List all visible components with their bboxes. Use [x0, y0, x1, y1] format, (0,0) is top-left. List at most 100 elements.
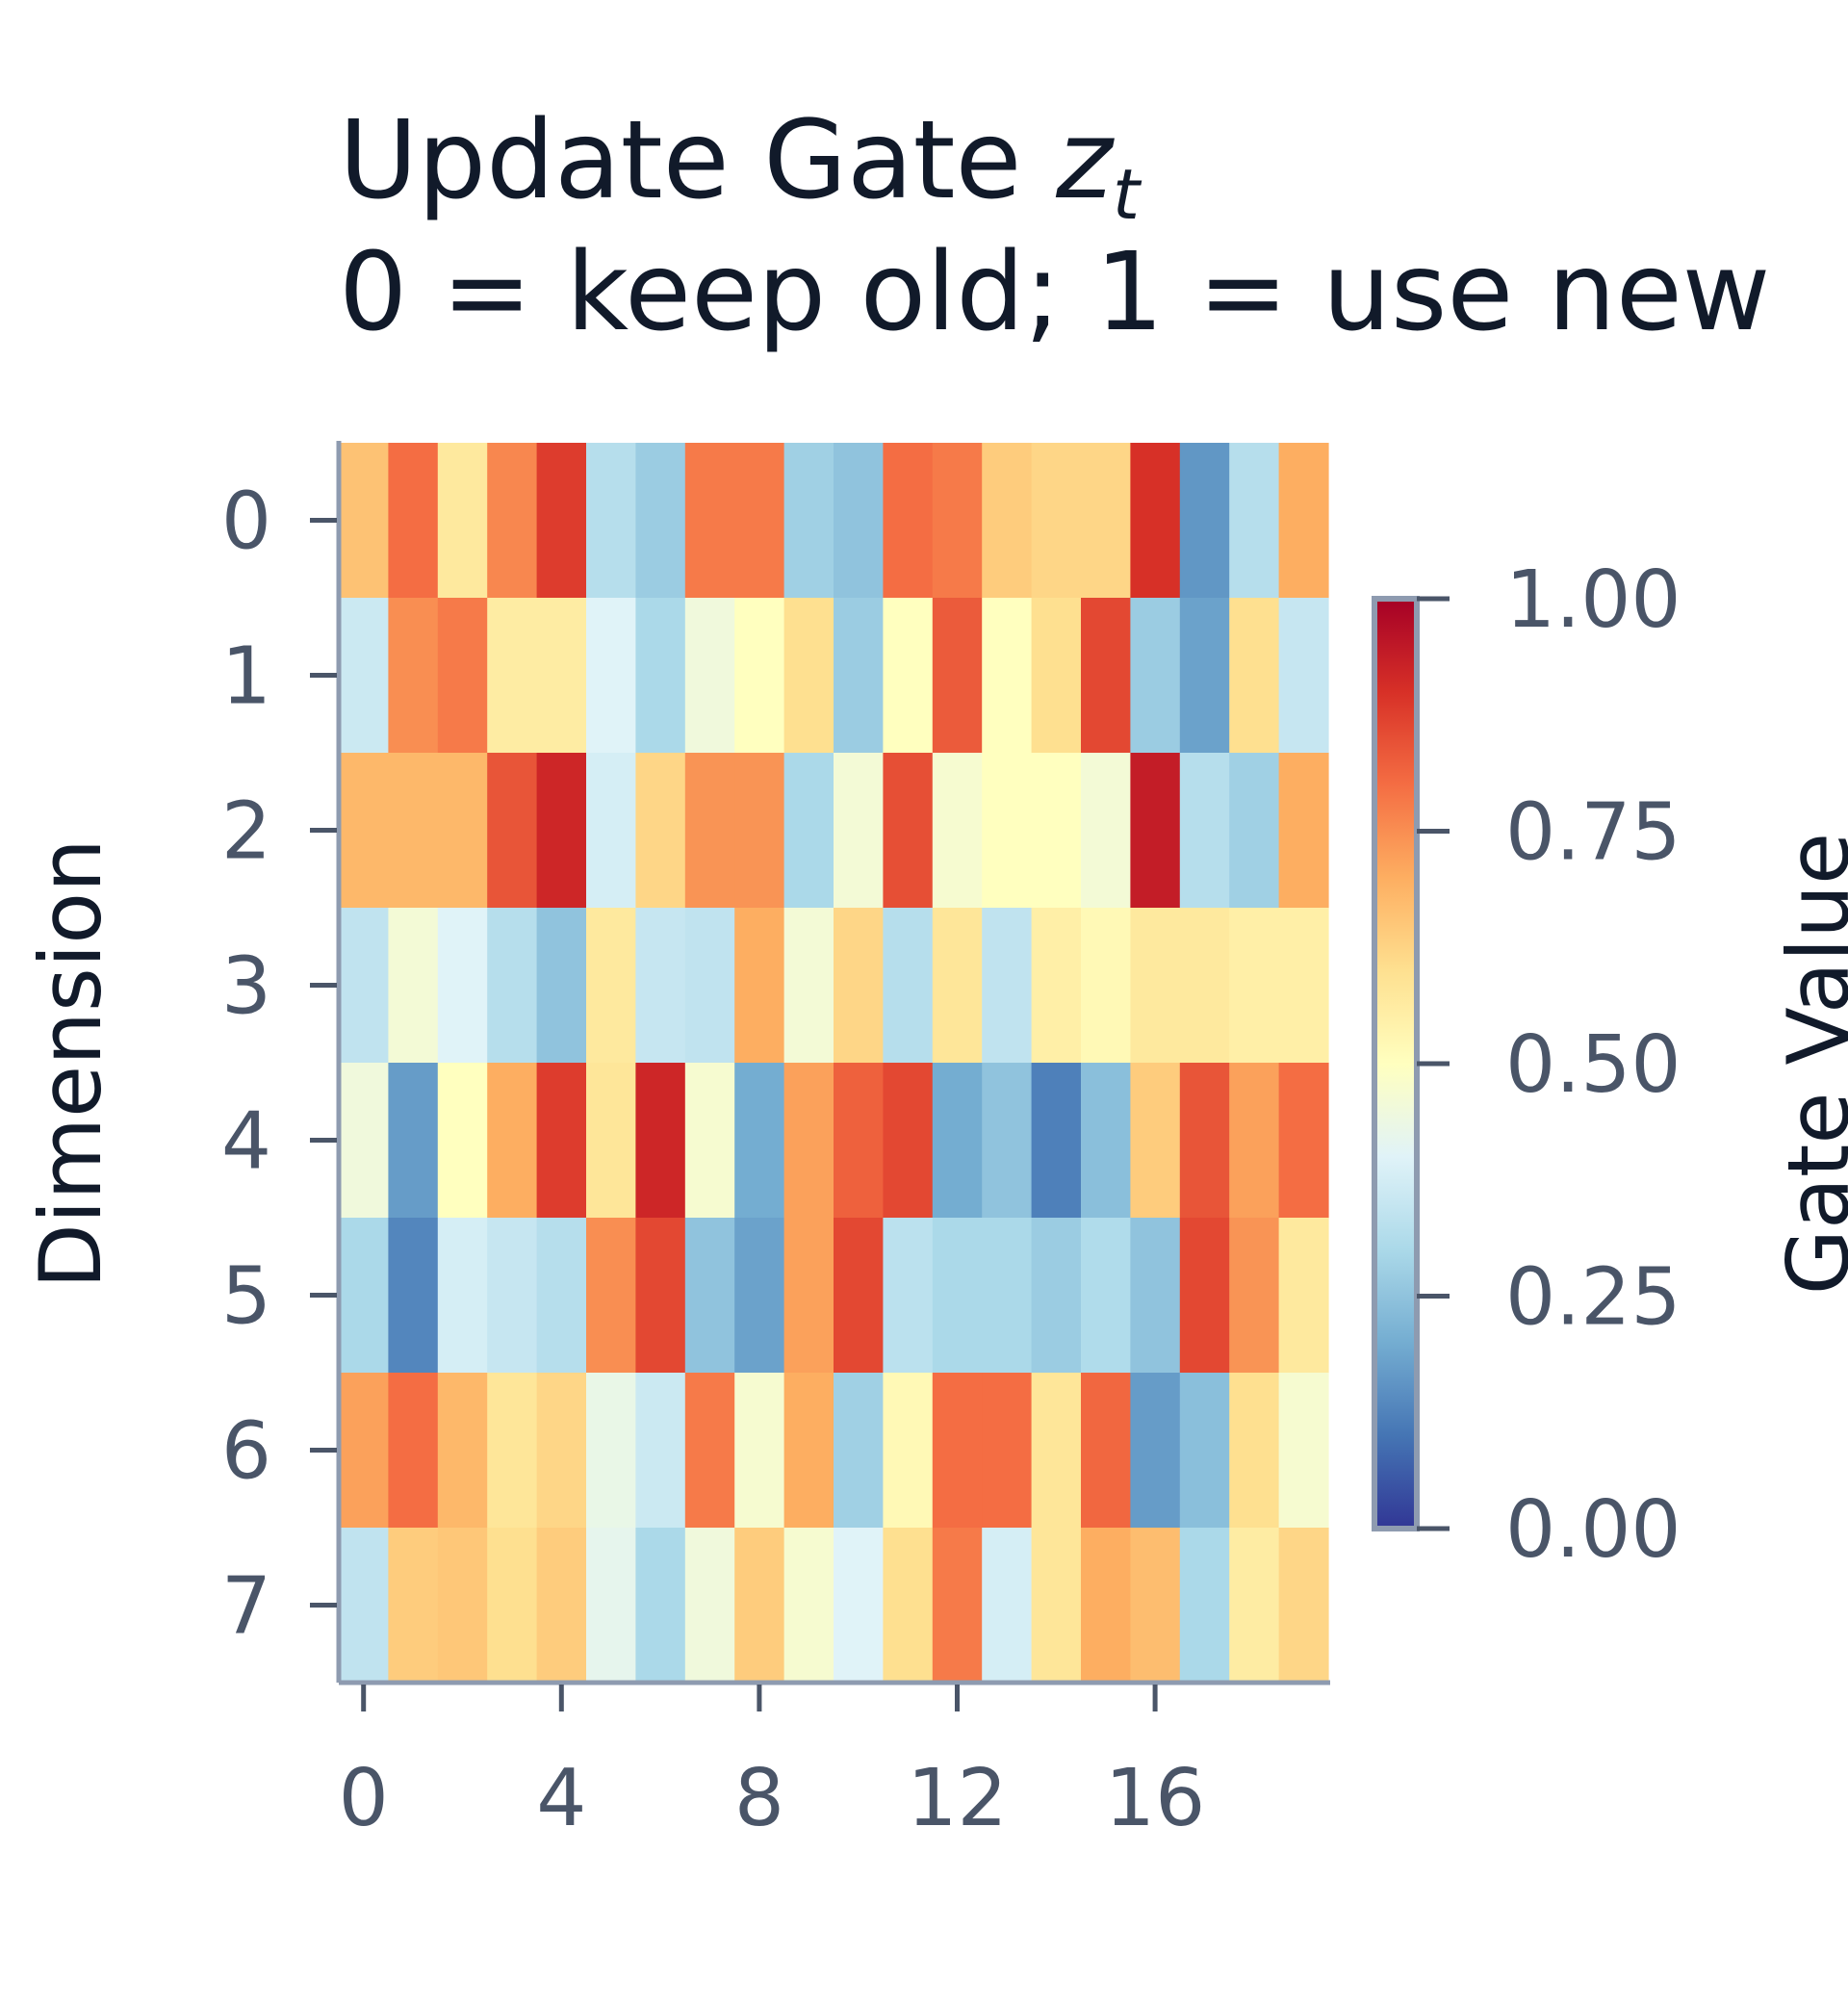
heatmap-cell [586, 1528, 636, 1684]
heatmap-cell [388, 443, 439, 599]
heatmap-cell [932, 753, 983, 909]
heatmap-cell [437, 908, 488, 1064]
heatmap-cell [586, 598, 636, 754]
heatmap-cell [1179, 753, 1230, 909]
heatmap-cell [1031, 1218, 1082, 1374]
heatmap-cell [982, 1373, 1033, 1529]
colorbar-label: Gate Value [1769, 833, 1848, 1295]
heatmap-cell [339, 1218, 389, 1374]
heatmap-cell [1081, 443, 1131, 599]
heatmap-cell [1229, 908, 1280, 1064]
heatmap-cell [783, 1528, 834, 1684]
heatmap-cell [684, 1373, 735, 1529]
heatmap-cell [932, 598, 983, 754]
colorbar-tick-label: 0.00 [1505, 1484, 1681, 1576]
heatmap-cell [388, 1373, 439, 1529]
heatmap-cell [1130, 1373, 1181, 1529]
heatmap-cell [734, 1218, 785, 1374]
heatmap-cell [1229, 1373, 1280, 1529]
heatmap-cell [487, 1218, 538, 1374]
heatmap-cell [1130, 1218, 1181, 1374]
heatmap-cell [487, 753, 538, 909]
heatmap-cell [734, 1528, 785, 1684]
heatmap-cell [1031, 443, 1082, 599]
heatmap-cell [536, 1528, 587, 1684]
colorbar-tick-label: 0.50 [1505, 1019, 1681, 1111]
heatmap-cell [339, 1528, 389, 1684]
heatmap-cell [783, 598, 834, 754]
heatmap-cell [437, 443, 488, 599]
heatmap-cell [783, 1218, 834, 1374]
heatmap-cell [734, 753, 785, 909]
heatmap-cell [1031, 908, 1082, 1064]
heatmap-cell [982, 753, 1033, 909]
heatmap-cell [982, 908, 1033, 1064]
heatmap-cell [734, 908, 785, 1064]
heatmap-cell [536, 908, 587, 1064]
heatmap-cell [1278, 443, 1329, 599]
y-tick-label: 4 [221, 1096, 271, 1188]
heatmap-cell [437, 753, 488, 909]
heatmap-cell [635, 908, 686, 1064]
heatmap-cell [1081, 1063, 1131, 1219]
heatmap-cell [1130, 443, 1181, 599]
heatmap-cell [1278, 908, 1329, 1064]
heatmap-cell [586, 1218, 636, 1374]
heatmap-cell [883, 443, 934, 599]
heatmap-cell [339, 908, 389, 1064]
heatmap-cell [982, 1218, 1033, 1374]
heatmap-cell [1278, 1528, 1329, 1684]
heatmap-cell [982, 443, 1033, 599]
x-tick-label: 8 [734, 1753, 784, 1844]
heatmap-cell [883, 1063, 934, 1219]
heatmap-cell [1031, 753, 1082, 909]
heatmap-cell [1229, 1218, 1280, 1374]
y-axis-label: Dimension [21, 838, 120, 1289]
y-tick-label: 0 [221, 476, 271, 568]
heatmap-cell [1179, 908, 1230, 1064]
heatmap-cell [834, 908, 884, 1064]
heatmap-cell [388, 753, 439, 909]
y-axis-ticks: 0 1 2 3 4 5 6 7 [221, 476, 337, 1653]
heatmap-cell [536, 1063, 587, 1219]
heatmap-cell [487, 1063, 538, 1219]
heatmap-cell [783, 753, 834, 909]
heatmap-cell [586, 908, 636, 1064]
heatmap-cell [932, 1373, 983, 1529]
heatmap-cell [536, 1373, 587, 1529]
chart-title-subscript: t [1113, 154, 1142, 235]
heatmap-cell [1179, 1373, 1230, 1529]
heatmap-cell [684, 598, 735, 754]
heatmap-cell [932, 443, 983, 599]
heatmap-cell [437, 1063, 488, 1219]
heatmap-cell [1179, 1528, 1230, 1684]
chart-title-var: z [1055, 98, 1115, 223]
heatmap-cell [437, 1373, 488, 1529]
heatmap-cell [1081, 908, 1131, 1064]
y-tick-label: 2 [221, 786, 271, 878]
x-axis-ticks: 0 4 8 12 16 [339, 1685, 1205, 1844]
heatmap-cell [487, 443, 538, 599]
heatmap-cell [684, 1063, 735, 1219]
heatmap-cell [388, 1528, 439, 1684]
heatmap-cell [932, 1528, 983, 1684]
heatmap-cell [684, 908, 735, 1064]
heatmap-cell [1179, 443, 1230, 599]
heatmap-cell [635, 1528, 686, 1684]
heatmap-cell [1229, 1063, 1280, 1219]
y-tick-label: 5 [221, 1251, 271, 1343]
heatmap-cell [883, 753, 934, 909]
heatmap-cell [684, 753, 735, 909]
heatmap-cell [536, 443, 587, 599]
heatmap-cell [883, 1528, 934, 1684]
heatmap-cell [487, 598, 538, 754]
heatmap-cell [487, 1373, 538, 1529]
heatmap-cell [834, 1528, 884, 1684]
heatmap-cell [1031, 598, 1082, 754]
y-tick-label: 1 [221, 631, 271, 723]
heatmap-cell [834, 1063, 884, 1219]
heatmap-cell [982, 1528, 1033, 1684]
heatmap-cell [1081, 753, 1131, 909]
chart-subtitle: 0 = keep old; 1 = use new [339, 230, 1770, 355]
